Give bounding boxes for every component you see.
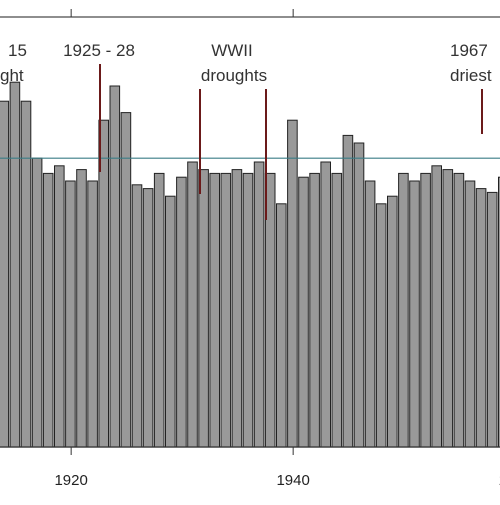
bar-1944: [332, 173, 342, 447]
annotation-ght: ght: [0, 66, 24, 85]
annotation-driest: driest: [450, 66, 492, 85]
x-tick-label-1940: 1940: [276, 472, 309, 489]
bar-1948: [376, 204, 386, 447]
bar-1941: [299, 177, 309, 447]
bar-1922: [88, 181, 98, 447]
bar-1947: [365, 181, 375, 447]
bar-1927: [143, 189, 153, 447]
annotation-wwii: WWII: [211, 41, 253, 60]
bar-1954: [443, 170, 453, 447]
bar-1955: [454, 173, 464, 447]
bar-1915: [10, 82, 20, 447]
bar-1918: [43, 173, 53, 447]
bar-1916: [21, 101, 31, 447]
bar-1921: [77, 170, 87, 447]
annotation-15: 15: [8, 41, 27, 60]
bar-1931: [188, 162, 198, 447]
bar-1934: [221, 173, 231, 447]
bar-1953: [432, 166, 442, 447]
bar-1926: [132, 185, 142, 447]
bar-1919: [55, 166, 65, 447]
x-tick-label-1920: 1920: [54, 472, 87, 489]
bar-1925: [121, 113, 131, 447]
bar-1951: [410, 181, 420, 447]
bar-1949: [388, 196, 398, 447]
annotation-1967: 1967: [450, 41, 488, 60]
bar-1928: [154, 173, 164, 447]
bar-1914: [0, 101, 9, 447]
bar-1942: [310, 173, 320, 447]
bar-1950: [399, 173, 409, 447]
bar-1929: [166, 196, 176, 447]
annotation-droughts: droughts: [201, 66, 267, 85]
bar-1936: [243, 173, 253, 447]
bar-1924: [110, 86, 120, 447]
bar-1933: [210, 173, 220, 447]
bar-1920: [66, 181, 76, 447]
bar-1943: [321, 162, 331, 447]
annotation-1925-28: 1925 - 28: [63, 41, 135, 60]
bar-1945: [343, 135, 353, 447]
bar-1939: [277, 204, 287, 447]
bar-1917: [32, 158, 42, 447]
bar-1952: [421, 173, 431, 447]
bar-1958: [487, 192, 497, 447]
bar-1946: [354, 143, 364, 447]
bar-1937: [254, 162, 264, 447]
bar-1956: [465, 181, 475, 447]
bar-1930: [177, 177, 187, 447]
bar-1932: [199, 170, 209, 447]
bar-1935: [232, 170, 242, 447]
bar-1940: [288, 120, 298, 447]
bar-1957: [476, 189, 486, 447]
